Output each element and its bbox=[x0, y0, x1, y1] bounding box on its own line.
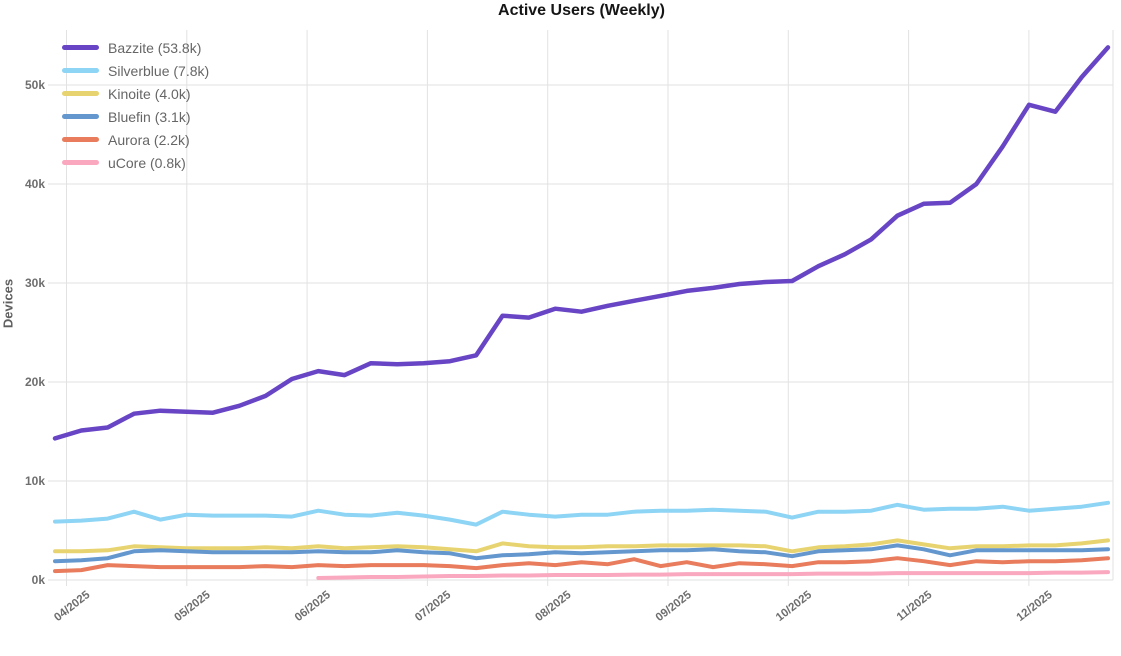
legend-label: uCore (0.8k) bbox=[108, 154, 186, 171]
legend: Bazzite (53.8k) Silverblue (7.8k) Kinoite … bbox=[62, 36, 209, 174]
legend-item-silverblue[interactable]: Silverblue (7.8k) bbox=[62, 59, 209, 82]
series-line-kinoite bbox=[53, 538, 1110, 554]
series-line-silverblue bbox=[53, 500, 1110, 527]
legend-item-kinoite[interactable]: Kinoite (4.0k) bbox=[62, 82, 209, 105]
y-tick-label: 10k bbox=[25, 474, 45, 488]
x-tick-label: 08/2025 bbox=[533, 589, 574, 624]
legend-label: Bluefin (3.1k) bbox=[108, 108, 191, 125]
legend-label: Aurora (2.2k) bbox=[108, 131, 190, 148]
x-tick-label: 05/2025 bbox=[172, 589, 213, 624]
x-tick-label: 12/2025 bbox=[1015, 589, 1056, 624]
x-tick-label: 11/2025 bbox=[895, 589, 935, 624]
legend-item-aurora[interactable]: Aurora (2.2k) bbox=[62, 128, 209, 151]
x-tick-label: 06/2025 bbox=[293, 589, 334, 624]
x-tick-label: 04/2025 bbox=[52, 589, 93, 624]
series-line-bluefin bbox=[53, 543, 1110, 564]
legend-swatch-icon bbox=[62, 68, 99, 73]
legend-label: Kinoite (4.0k) bbox=[108, 85, 191, 102]
legend-swatch-icon bbox=[62, 45, 99, 50]
y-tick-label: 40k bbox=[25, 177, 45, 191]
series-line-ucore bbox=[316, 570, 1110, 580]
x-tick-label: 09/2025 bbox=[654, 589, 695, 624]
legend-swatch-icon bbox=[62, 91, 99, 96]
legend-item-ucore[interactable]: uCore (0.8k) bbox=[62, 151, 209, 174]
legend-label: Silverblue (7.8k) bbox=[108, 62, 210, 79]
y-tick-label: 30k bbox=[25, 276, 45, 290]
y-tick-label: 0k bbox=[32, 573, 46, 587]
x-tick-label: 07/2025 bbox=[413, 589, 454, 624]
legend-swatch-icon bbox=[62, 160, 99, 165]
legend-item-bazzite[interactable]: Bazzite (53.8k) bbox=[62, 36, 209, 59]
series-line-aurora bbox=[53, 556, 1110, 574]
x-tick-label: 10/2025 bbox=[774, 589, 815, 624]
legend-label: Bazzite (53.8k) bbox=[108, 39, 202, 56]
legend-item-bluefin[interactable]: Bluefin (3.1k) bbox=[62, 105, 209, 128]
chart-title: Active Users (Weekly) bbox=[498, 2, 665, 19]
legend-swatch-icon bbox=[62, 114, 99, 119]
series-line-bazzite bbox=[52, 45, 1111, 441]
y-tick-label: 50k bbox=[25, 78, 45, 92]
y-tick-label: 20k bbox=[25, 375, 45, 389]
legend-swatch-icon bbox=[62, 137, 99, 142]
y-axis-label: Devices bbox=[0, 278, 16, 329]
